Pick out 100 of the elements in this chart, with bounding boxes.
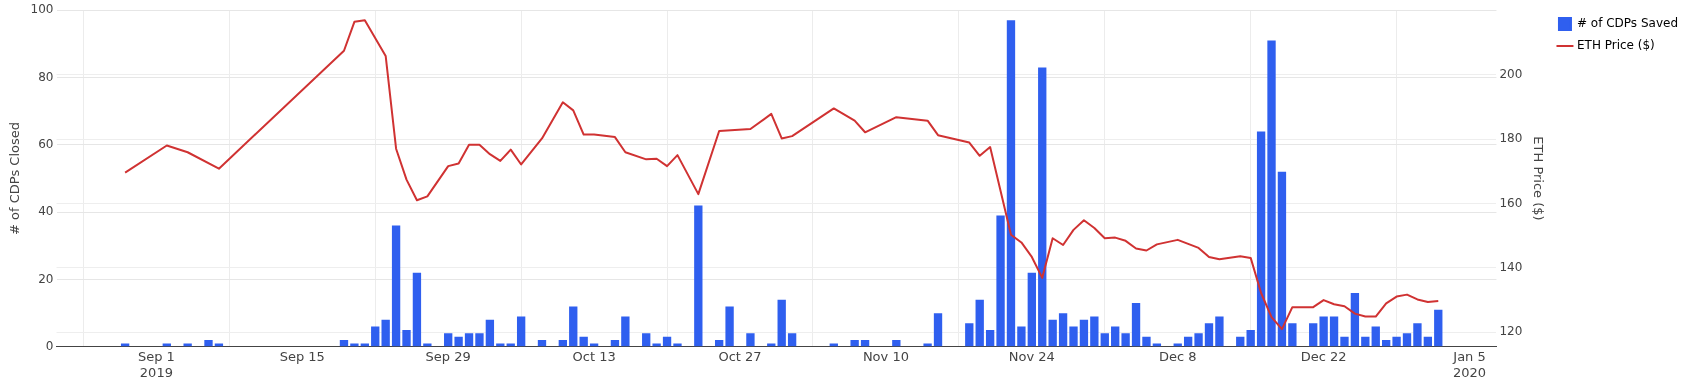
bar — [1277, 171, 1287, 347]
y-tick-label: 20 — [38, 271, 54, 286]
bar — [1069, 326, 1078, 347]
bar — [1371, 326, 1380, 347]
bar — [642, 333, 651, 347]
bar — [1215, 316, 1224, 347]
bar — [120, 343, 130, 347]
bar — [1256, 131, 1266, 347]
bar — [402, 329, 411, 347]
y2-axis-title: ETH Price ($) — [1530, 136, 1546, 221]
bar — [1413, 323, 1422, 347]
bar — [579, 336, 588, 347]
bar — [1038, 67, 1047, 347]
bar — [1131, 303, 1141, 347]
bar — [162, 343, 171, 347]
bar — [391, 225, 401, 347]
bar — [1006, 20, 1016, 347]
y2-tick-label: 140 — [1499, 260, 1523, 275]
bar — [892, 340, 901, 347]
bar — [1079, 319, 1089, 347]
bar — [1361, 336, 1370, 347]
bar — [371, 326, 380, 347]
legend-label: # of CDPs Saved — [1576, 16, 1679, 31]
legend-label: ETH Price ($) — [1576, 38, 1655, 53]
bar — [214, 343, 224, 347]
bar — [1329, 316, 1339, 347]
y-tick-label: 100 — [30, 2, 54, 17]
bar — [725, 306, 734, 347]
bar — [475, 333, 484, 347]
x-tick-label: Oct 27 — [718, 348, 762, 364]
bar — [381, 319, 390, 347]
y-tick-label: 40 — [38, 204, 54, 219]
bar — [558, 340, 567, 347]
x-tick-label: Sep 29 — [425, 348, 471, 364]
bar — [621, 316, 630, 347]
bar — [1183, 336, 1193, 347]
bar — [860, 340, 870, 347]
bar — [1111, 326, 1120, 347]
bar — [1142, 336, 1151, 347]
x-tick-label: Nov 24 — [1008, 348, 1055, 364]
bar — [767, 343, 776, 347]
y-tick-label: 80 — [38, 69, 54, 84]
bar — [652, 343, 661, 347]
bar — [1392, 336, 1401, 347]
bar — [1309, 323, 1318, 347]
x-tick-label: Sep 15 — [279, 348, 325, 364]
y-tick-label: 60 — [38, 136, 54, 151]
bar — [1100, 333, 1109, 347]
bar — [589, 343, 599, 347]
y2-tick-label: 120 — [1499, 324, 1523, 339]
y2-tick-label: 200 — [1499, 66, 1523, 81]
bar — [777, 299, 786, 347]
bar — [1267, 40, 1276, 347]
bar — [1434, 309, 1443, 347]
bar — [996, 215, 1005, 347]
bar — [1173, 343, 1182, 347]
bar — [204, 340, 213, 347]
bar — [1319, 316, 1328, 347]
bar — [485, 319, 495, 347]
x-tick-label: Dec 8 — [1158, 348, 1197, 364]
bar — [1017, 326, 1026, 347]
bar — [1048, 319, 1057, 347]
bar — [933, 313, 943, 347]
y2-tick-label: 160 — [1499, 195, 1523, 210]
bar — [985, 329, 995, 347]
bar — [516, 316, 526, 347]
bar — [423, 343, 432, 347]
x-tick-label: Dec 22 — [1300, 348, 1347, 364]
bar — [1246, 329, 1255, 347]
bar — [454, 336, 463, 347]
bar — [787, 333, 797, 347]
bar — [1194, 333, 1203, 347]
bar — [1058, 313, 1068, 347]
bar — [412, 272, 422, 347]
bar — [1340, 336, 1349, 347]
y-tick-label: 0 — [45, 338, 54, 353]
bar — [673, 343, 682, 347]
bar — [746, 333, 755, 347]
bar — [1382, 340, 1391, 347]
bar — [714, 340, 724, 347]
bar — [183, 343, 192, 347]
bar — [1204, 323, 1214, 347]
y-axis-title: # of CDPs Closed — [7, 122, 23, 235]
bar — [1027, 272, 1036, 347]
x-tick-label: Sep 1 2019 — [137, 348, 175, 380]
bar — [975, 299, 984, 347]
bar — [829, 343, 838, 347]
x-tick-label: Nov 10 — [862, 348, 909, 364]
bar — [1402, 333, 1412, 347]
bar — [1423, 336, 1433, 347]
bar — [569, 306, 578, 347]
bar — [1121, 333, 1130, 347]
bar — [444, 333, 453, 347]
bar — [694, 205, 703, 347]
bar — [923, 343, 932, 347]
bar — [965, 323, 974, 347]
bar — [360, 343, 369, 347]
bar — [1350, 292, 1360, 347]
bar — [506, 343, 515, 347]
bar — [850, 340, 859, 347]
